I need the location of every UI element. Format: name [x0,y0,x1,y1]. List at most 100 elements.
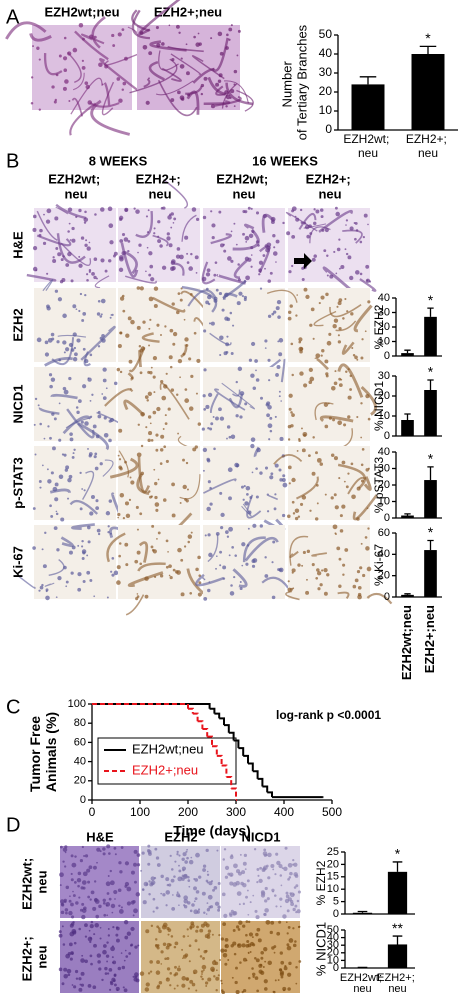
cell [110,880,115,886]
cell [223,848,227,851]
cell [250,207,253,210]
cell [259,524,263,528]
tissue-strand [201,261,216,285]
cell [98,62,103,68]
panel-letter: A [6,6,20,28]
cell [136,863,141,867]
cell [337,301,342,306]
cell [226,535,230,538]
cell [202,577,205,580]
cell [315,451,318,455]
tissue-strand [157,79,198,117]
cell [188,406,194,411]
cell [176,310,180,315]
cell [333,456,338,461]
y-tick-label: 50 [327,924,339,936]
cell [238,291,243,296]
cell [171,868,174,871]
cell [165,890,171,895]
cell [144,594,149,599]
cell [111,977,116,982]
tissue-strand [181,285,218,313]
cell [92,424,97,429]
cell [147,438,151,443]
cell [182,458,185,462]
cell [205,300,210,305]
cell [338,377,342,381]
tissue-strand [337,463,366,490]
tissue-strand [353,304,373,333]
bar [424,390,437,436]
cell [85,239,88,242]
cell [113,381,118,386]
cell [296,449,299,452]
cell [225,105,228,108]
cell [45,588,49,592]
cell [303,287,308,292]
cell [333,493,337,497]
cell [118,909,124,914]
cell [120,846,124,849]
cell [148,51,153,56]
cell [37,404,40,407]
cell [118,255,124,260]
cell [206,881,209,884]
cell [105,904,108,907]
cell [343,480,346,483]
cell [102,852,106,856]
cell [70,902,74,907]
tissue-strand [72,72,85,91]
cell [113,974,117,977]
cell [272,990,275,993]
cell [233,69,238,74]
cell [365,468,369,472]
cell [155,508,159,512]
cell [248,233,254,239]
bar [401,515,414,518]
cell [162,942,167,947]
cell [44,352,50,357]
cell [60,517,65,522]
cell [49,504,52,508]
cell [155,448,159,452]
cell [330,496,334,500]
cell [295,314,298,317]
cell [145,929,150,934]
survival-step [92,703,189,709]
cell [222,565,227,570]
cell [264,574,269,578]
cell [84,923,88,928]
cell [70,878,74,882]
cell [90,890,95,895]
cell [94,452,98,456]
cell [109,240,114,245]
cell [278,395,281,398]
tissue-strand [210,233,232,245]
cell [109,316,112,319]
cell [138,345,142,348]
cell [210,321,215,326]
tissue-strand [280,358,286,383]
tissue-strand [81,33,105,45]
cell [136,593,139,595]
bar [411,54,445,130]
cell [273,246,276,249]
cell [57,575,62,581]
cell [209,502,213,506]
cell [271,312,275,316]
cell [50,332,55,337]
y-tick-label: 20 [74,775,86,787]
cell [168,883,172,887]
cell [91,271,95,276]
cell [338,298,343,303]
cell [73,941,77,945]
cell [67,952,72,956]
cell [294,904,298,908]
cell [42,564,47,569]
cell [46,468,49,471]
cell [60,258,64,262]
cell [154,847,158,851]
cell [180,592,185,597]
cell [360,542,363,545]
bar [424,550,437,597]
